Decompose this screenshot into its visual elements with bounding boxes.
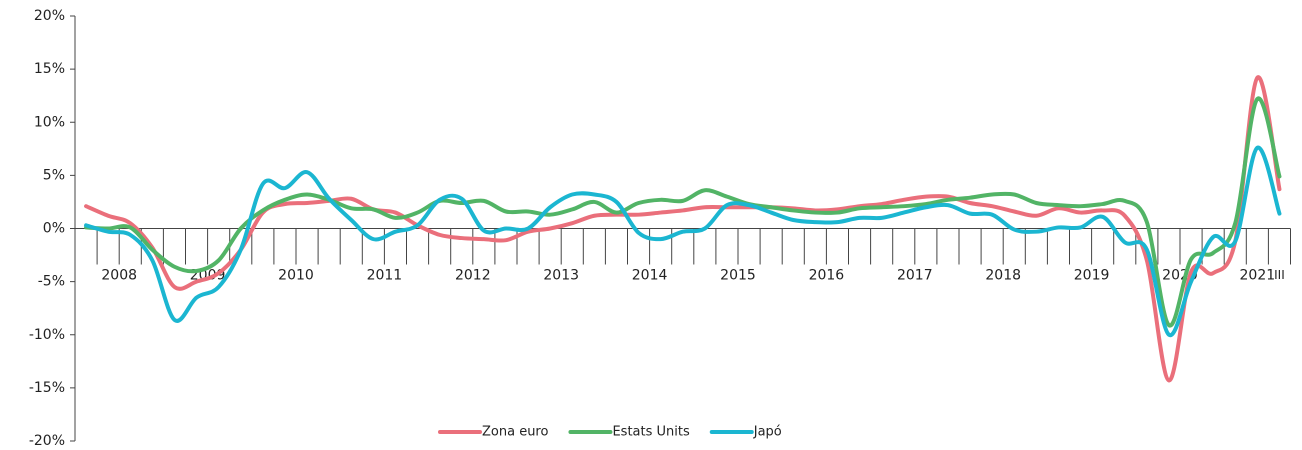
series-line <box>84 75 1282 383</box>
x-group-label: 2018 <box>985 268 1021 284</box>
legend-label: Estats Units <box>612 425 690 440</box>
x-group-label: 2015 <box>720 268 756 284</box>
y-tick-label: 0% <box>43 221 65 237</box>
x-group-label: 2008 <box>101 268 137 284</box>
x-group-label: 2010 <box>278 268 314 284</box>
y-tick-label: 5% <box>43 167 65 183</box>
x-group-label: 2012 <box>455 268 491 284</box>
x-group-label: 2021 <box>1240 268 1276 284</box>
x-group-label: 2016 <box>809 268 845 284</box>
x-group-label: 2014 <box>632 268 668 284</box>
legend-label: Japó <box>753 425 782 440</box>
y-tick-label: 20% <box>34 8 65 24</box>
y-tick-label: -15% <box>29 380 65 396</box>
legend-label: Zona euro <box>482 425 548 440</box>
y-tick-label: 10% <box>34 114 65 130</box>
y-tick-label: -5% <box>38 274 65 290</box>
x-group-label: 2013 <box>543 268 579 284</box>
y-tick-label: -20% <box>29 433 65 449</box>
y-tick-label: 15% <box>34 61 65 77</box>
x-tick-label: III <box>1274 268 1285 282</box>
x-group-label: 2011 <box>367 268 403 284</box>
x-group-label: 2017 <box>897 268 933 284</box>
series-line <box>84 145 1282 337</box>
x-group-label: 2019 <box>1074 268 1110 284</box>
series-line <box>84 96 1282 328</box>
y-tick-label: -10% <box>29 327 65 343</box>
